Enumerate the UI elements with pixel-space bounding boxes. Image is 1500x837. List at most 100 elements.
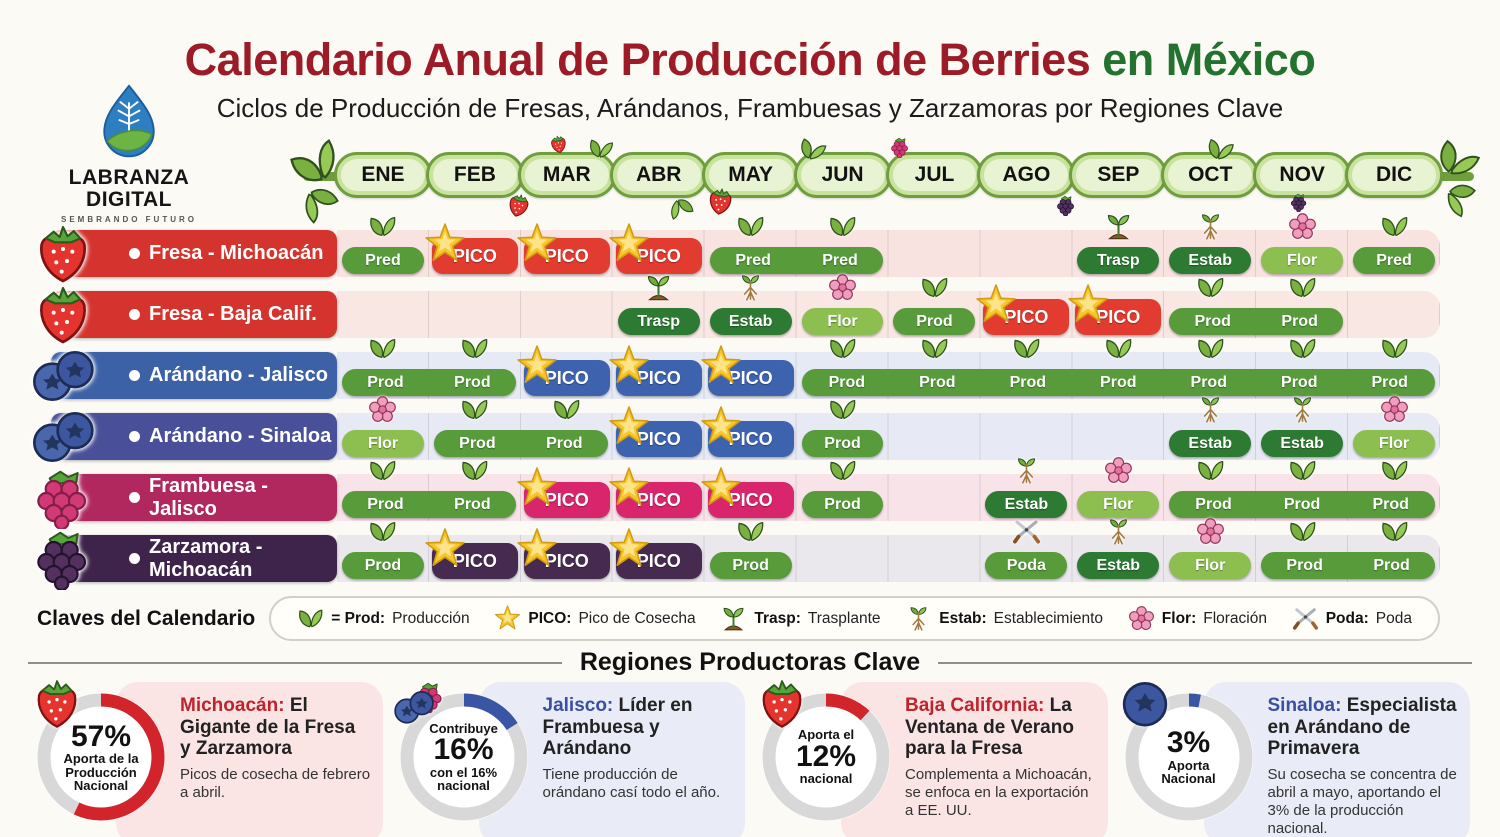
pill-label: Prod xyxy=(919,373,956,391)
cell-icons xyxy=(1072,517,1164,547)
prod-pill: Pred Pred xyxy=(709,247,884,274)
row-label: Arándano - Jalisco xyxy=(149,364,328,386)
cell-icons xyxy=(797,395,889,425)
pill-label: Pred xyxy=(365,251,401,269)
roots-icon xyxy=(1164,212,1256,242)
roots-icon xyxy=(705,273,797,303)
calendar-row: Fresa - Michoacán Pred PICO PICO PICO Pred Pre… xyxy=(37,226,1440,281)
month-pill-nov: NOV xyxy=(1253,152,1352,198)
sprout-icon xyxy=(720,605,747,632)
month-pill-dic: DIC xyxy=(1345,152,1444,198)
row-cells: Prod Prod PICO PICO PICO Prod Estab Flor Prod Pro… xyxy=(337,456,1440,525)
legend-item-desc: Pico de Cosecha xyxy=(578,609,696,627)
region-cards: 57% Aporta de la Producción Nacional Michoac… xyxy=(30,682,1470,837)
cell-pico: PICO xyxy=(613,456,705,525)
cell-icons xyxy=(980,456,1072,486)
calendar-row: Zarzamora - Michoacán Prod PICO PICO PICO Pro… xyxy=(37,531,1440,586)
calendar-row: Fresa - Baja Calif. Trasp Estab Flor Prod PIC… xyxy=(37,287,1440,342)
cell-icons xyxy=(797,334,1440,364)
region-card-content: Baja California: La Ventana de Verano pa… xyxy=(905,695,1096,820)
pill-label: Trasp xyxy=(1096,251,1140,269)
pill-label: PICO xyxy=(728,428,773,449)
pico-pill: PICO xyxy=(708,360,794,396)
pill-label: PICO xyxy=(544,550,589,571)
row-label: Fresa - Baja Calif. xyxy=(149,303,317,325)
row-band xyxy=(337,230,1440,277)
roots-icon xyxy=(980,456,1072,486)
cell-estab: Estab xyxy=(1072,517,1164,586)
shears-icon xyxy=(1292,605,1319,632)
pill-label: Estab xyxy=(1188,251,1232,269)
pill-label: Prod xyxy=(1283,495,1321,513)
cell-icons xyxy=(1256,517,1440,547)
month-pill-mar: MAR xyxy=(517,152,616,198)
sprout-icon xyxy=(613,273,705,303)
harvest-star-icon xyxy=(424,223,466,265)
leaf-icon xyxy=(797,334,889,364)
legend-item-desc: Trasplante xyxy=(807,609,881,627)
pill-label: PICO xyxy=(728,367,773,388)
cell-icons xyxy=(797,456,889,486)
region-name: Michoacán: xyxy=(180,695,290,716)
flor-pill: Flor xyxy=(1353,430,1435,457)
cell-prod: Prod xyxy=(797,456,889,525)
stat-line: Producción xyxy=(65,764,137,780)
month-pill-oct: OCT xyxy=(1161,152,1260,198)
month-pill-ago: AGO xyxy=(977,152,1076,198)
logo-tagline: SEMBRANDO FUTURO xyxy=(61,215,197,225)
prod-pill: Prod Prod Prod xyxy=(1169,491,1435,518)
cell-estab: Estab xyxy=(980,456,1072,525)
cell-icons xyxy=(1256,395,1348,425)
pill-label: Prod xyxy=(1100,373,1137,391)
pill-label: Prod xyxy=(1372,495,1409,513)
region-name: Baja California: xyxy=(905,695,1050,716)
leaf-icon xyxy=(797,212,889,242)
cell-pico: PICO xyxy=(613,395,705,464)
berry-mix-icon xyxy=(393,676,447,730)
harvest-star-icon xyxy=(516,528,558,570)
cell-pico: PICO xyxy=(429,517,521,586)
pill-label: Poda xyxy=(1006,556,1046,574)
flower-icon xyxy=(1256,212,1348,242)
flower-icon xyxy=(1128,605,1155,632)
harvest-star-icon xyxy=(700,406,742,448)
cell-pico: PICO xyxy=(613,212,705,281)
pill-label: Prod xyxy=(1286,556,1323,574)
prod-pill: Prod Prod Prod Prod Prod Prod Prod xyxy=(801,369,1435,396)
pill-label: PICO xyxy=(452,550,497,571)
pill-label: Pred xyxy=(735,251,771,269)
leaf-icon xyxy=(797,395,889,425)
legend-item-label: Estab: xyxy=(939,609,987,627)
blueberries-icon xyxy=(31,343,95,407)
prod-pill: Pred xyxy=(1353,247,1435,274)
leaf-icon xyxy=(1348,456,1440,486)
harvest-star-icon xyxy=(424,528,466,570)
row-label-banner: Zarzamora - Michoacán xyxy=(51,535,337,582)
prod-pill: Prod Prod xyxy=(342,491,516,518)
pill-label: Flor xyxy=(367,434,399,452)
stat-donut: 3% Aporta Nacional xyxy=(1118,686,1260,828)
pico-pill: PICO xyxy=(616,238,702,274)
cell-icons xyxy=(613,273,705,303)
leaf-icon xyxy=(337,212,429,242)
cell-prod: Prod Prod xyxy=(1164,273,1348,342)
leaf-icon xyxy=(1348,334,1440,364)
page-title: Calendario Anual de Producción de Berrie… xyxy=(0,34,1500,86)
pill-label: PICO xyxy=(636,245,681,266)
blackberry-icon xyxy=(31,526,95,590)
stat-line: nacional xyxy=(799,771,853,787)
pill-label: PICO xyxy=(1004,306,1049,327)
pico-pill: PICO xyxy=(708,421,794,457)
cell-icons xyxy=(1164,517,1256,547)
roots-icon xyxy=(905,605,932,632)
flower-icon xyxy=(1072,456,1164,486)
cell-prod: Prod xyxy=(888,273,980,342)
pill-label: PICO xyxy=(1096,306,1141,327)
leaf-icon xyxy=(1348,212,1440,242)
month-pill-jun: JUN xyxy=(793,152,892,198)
pill-label: Pred xyxy=(822,251,858,269)
harvest-star-icon xyxy=(700,345,742,387)
bullet-icon xyxy=(129,309,140,320)
cell-flor: Flor xyxy=(1164,517,1256,586)
legend-item: Trasp: Trasplante xyxy=(720,605,881,632)
